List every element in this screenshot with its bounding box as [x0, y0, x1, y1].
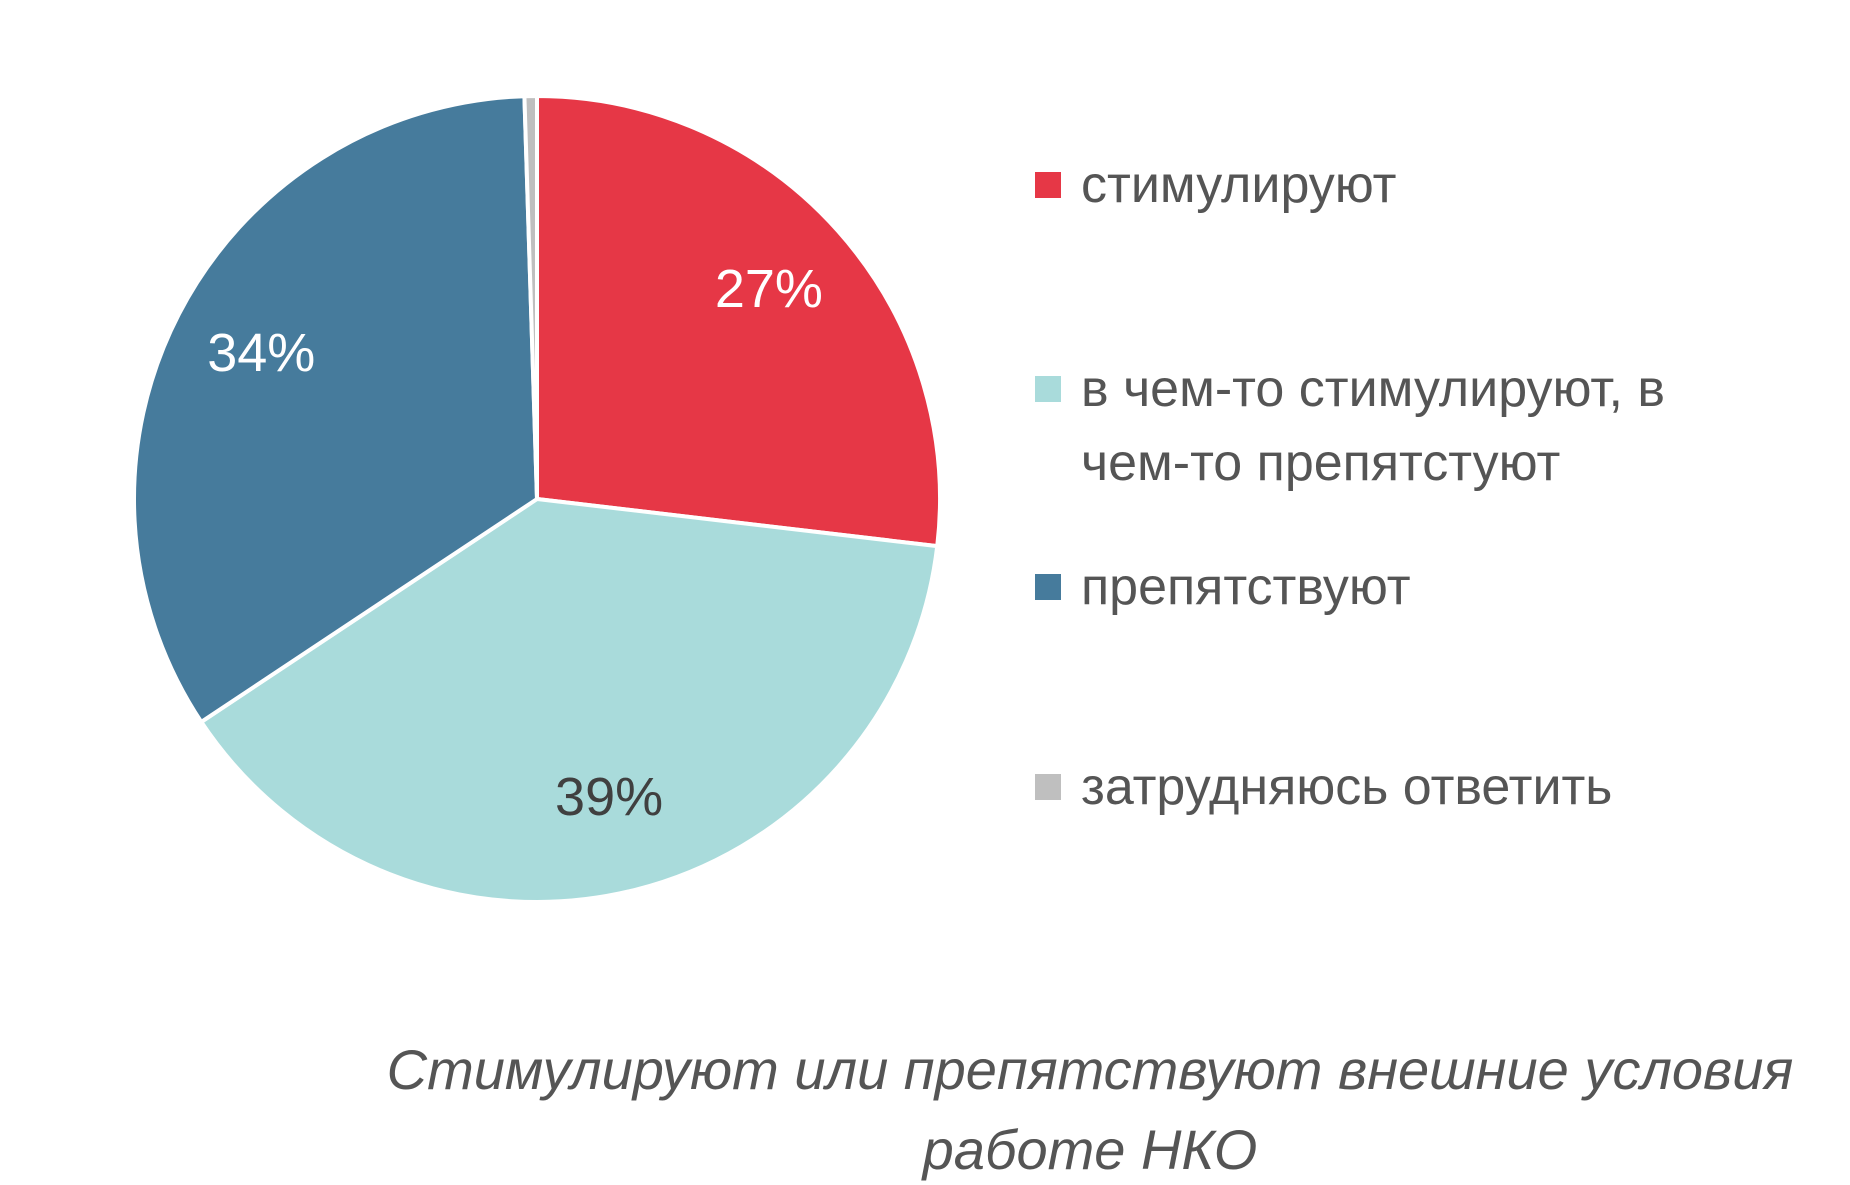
legend-label: препятствуют: [1081, 558, 1411, 616]
pie-slice: [199, 497, 940, 904]
legend-item: стимулируют: [1035, 148, 1775, 222]
legend-label: в чем-то стимулируют, в чем-то препятсту…: [1081, 360, 1665, 492]
legend-item: препятствуют: [1035, 550, 1775, 624]
legend-swatch: [1035, 774, 1061, 800]
legend-swatch: [1035, 376, 1061, 402]
legend-swatch: [1035, 574, 1061, 600]
legend-label: стимулируют: [1081, 156, 1397, 214]
legend-label: затрудняюсь ответить: [1081, 758, 1613, 816]
chart-title: Стимулируют или препятствуют внешние усл…: [386, 1038, 1794, 1181]
pie-slice: [132, 94, 539, 724]
data-label: 34%: [207, 323, 315, 383]
pie-slice: [535, 94, 942, 549]
legend-item: затрудняюсь ответить: [1035, 750, 1775, 824]
legend-swatch: [1035, 172, 1061, 198]
pie-slice: [522, 94, 539, 501]
data-label: 39%: [555, 767, 663, 827]
data-label: 27%: [715, 259, 823, 319]
legend-item: в чем-то стимулируют, в чем-то препятсту…: [1035, 352, 1775, 500]
